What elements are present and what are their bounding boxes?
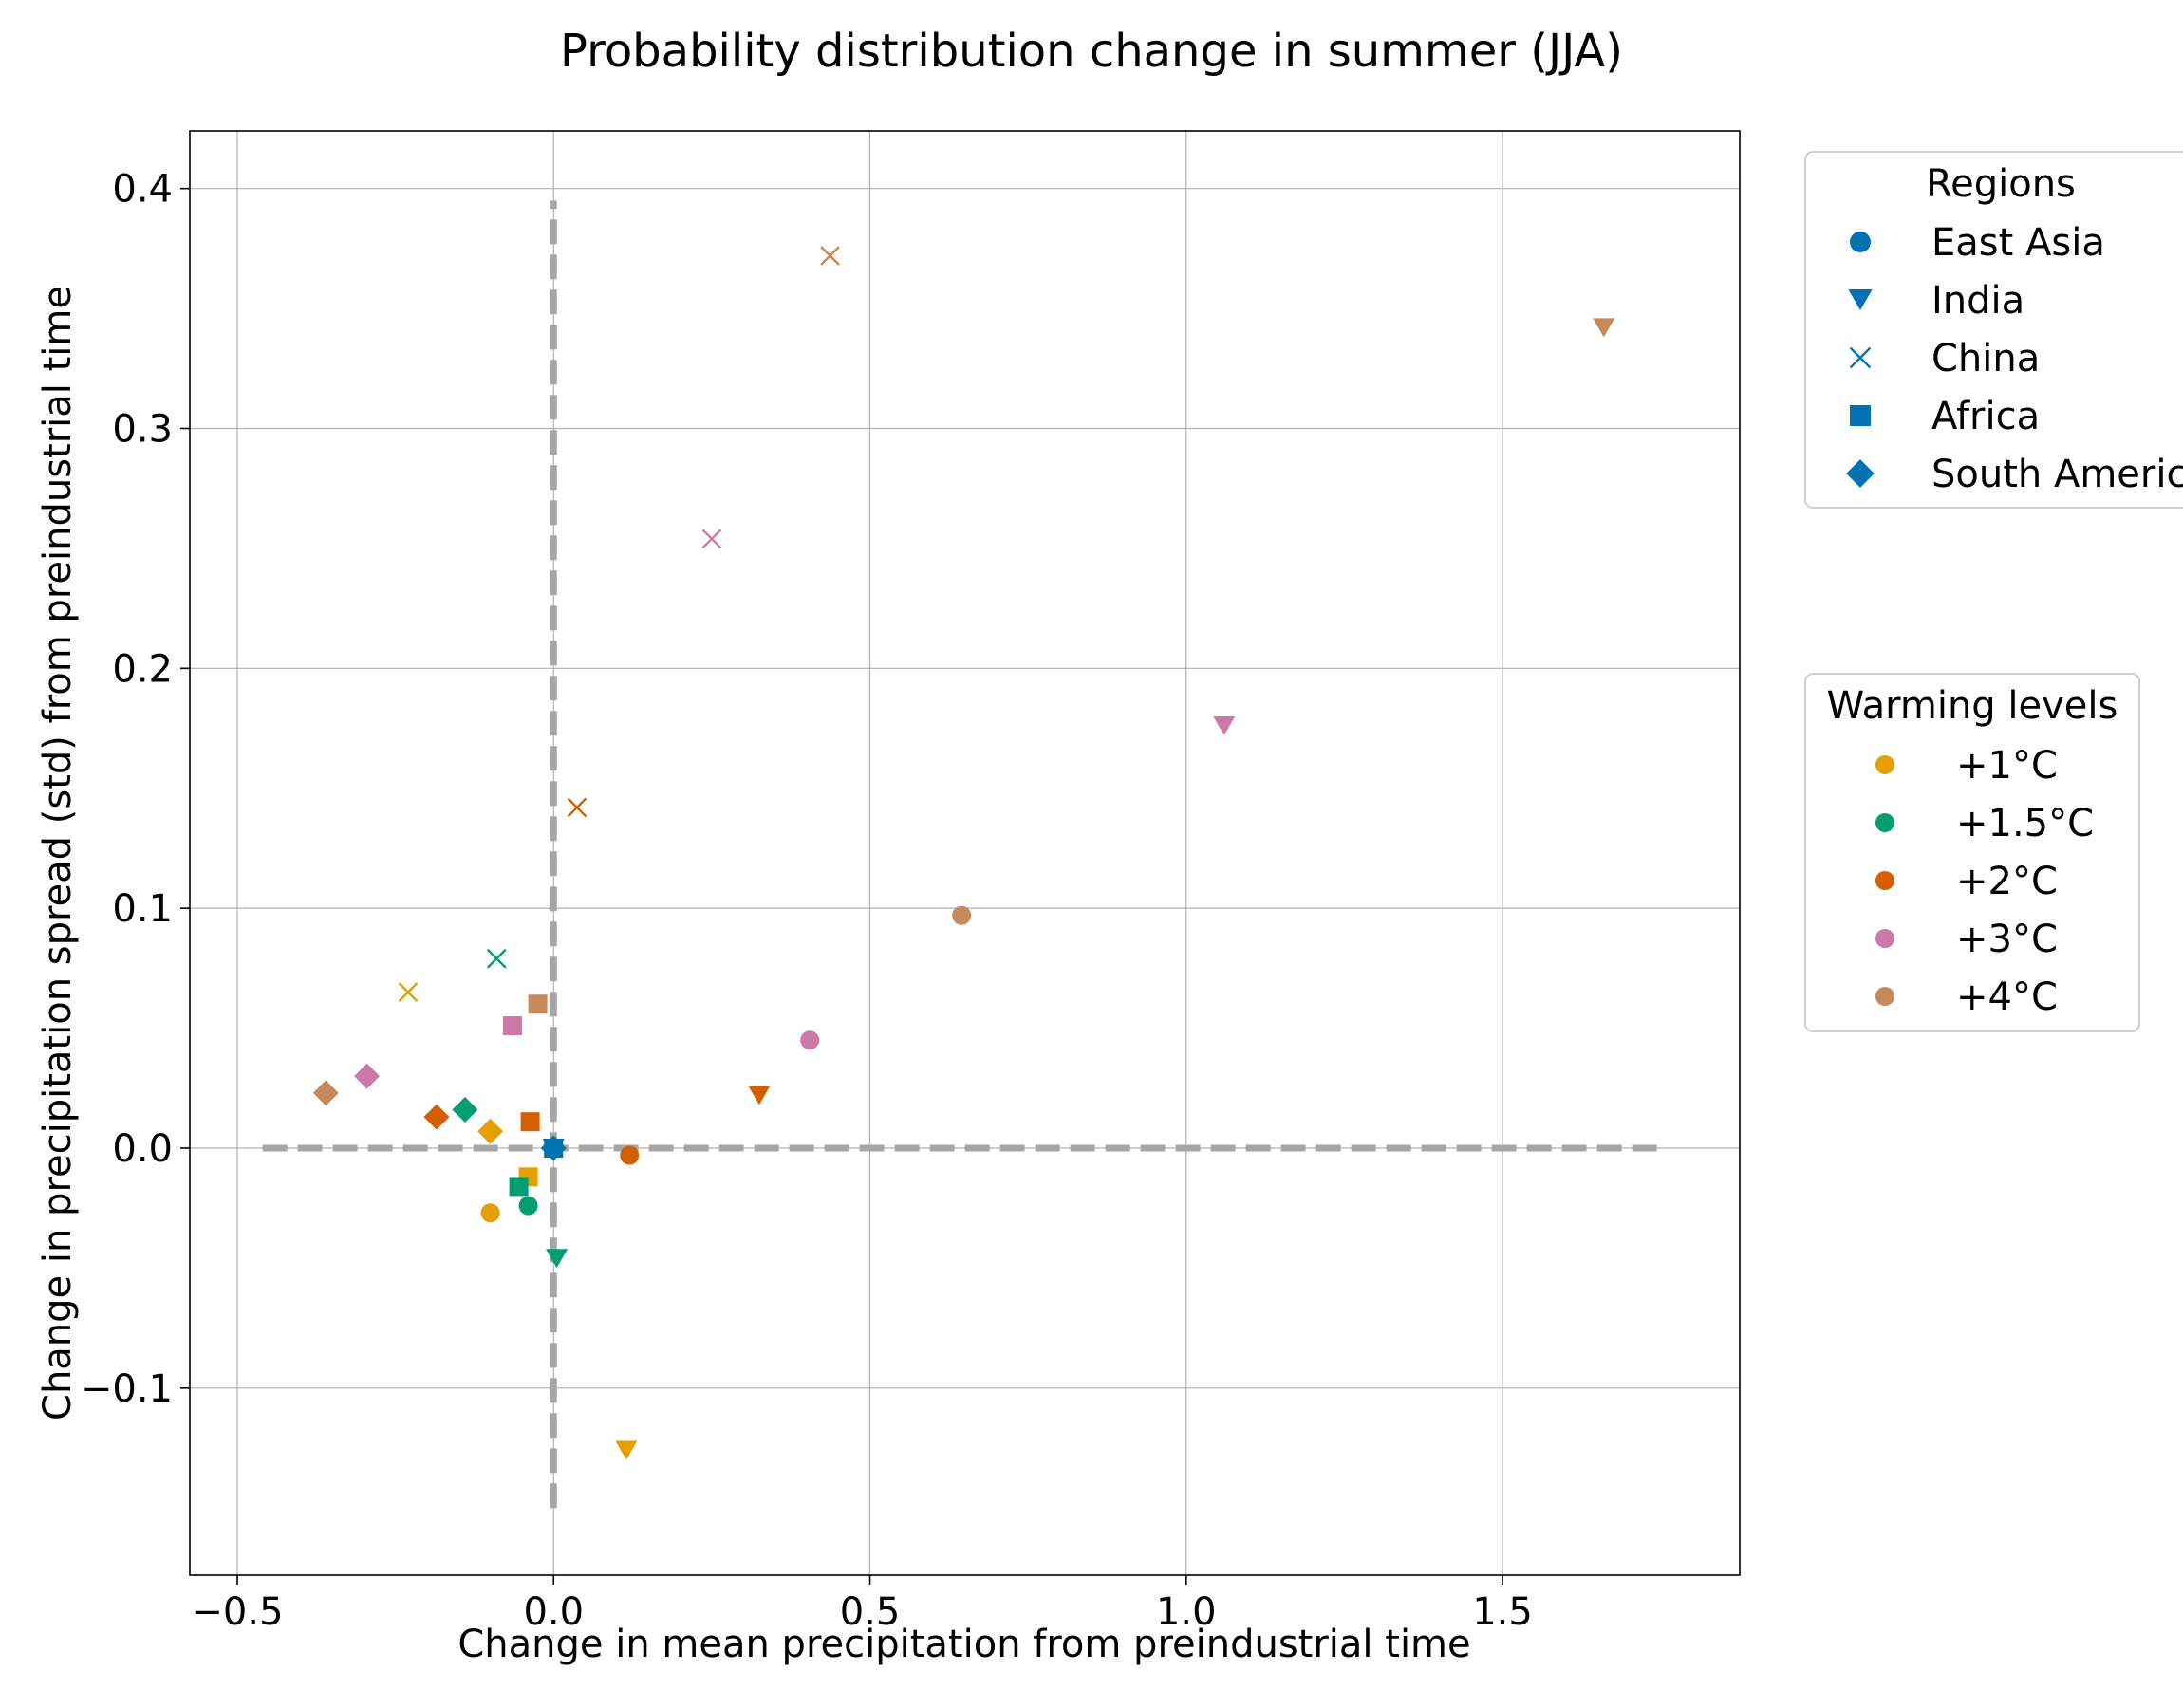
data-point-china [820,246,840,266]
x-tick-label: 0.0 [523,1590,584,1634]
data-point-south-america [423,1104,450,1130]
legend-marker-africa [1850,405,1871,426]
legend-marker-warming [1875,929,1894,948]
legend-regions-label: East Asia [1931,221,2105,265]
legend-warming-label: +2°C [1956,860,2058,903]
legend-warming-label: +4°C [1956,975,2058,1019]
legend-marker-east-asia [1850,232,1871,252]
data-point-africa [509,1177,529,1197]
reference-point-origin [540,1135,567,1161]
x-tick-label: 0.5 [840,1590,901,1634]
legend-regions-label: China [1931,337,2040,381]
x-tick-label: 1.0 [1156,1590,1217,1634]
data-point-india [546,1249,569,1269]
legend-warming-title: Warming levels [1827,684,2118,728]
data-point-south-america [312,1080,339,1106]
data-point-east-asia [952,905,972,925]
legend-regions-label: South America [1931,453,2183,496]
legend-marker-warming [1875,987,1894,1006]
data-point-east-asia [480,1203,500,1223]
reference-point-marker-x [543,1138,564,1159]
y-tick-label: 0.0 [112,1127,173,1171]
y-axis-ticks: −0.1 0.0 0.1 0.2 0.3 0.4 [81,168,190,1411]
data-point-south-america [452,1097,478,1123]
x-axis-ticks: −0.5 0.0 0.5 1.0 1.5 [191,1575,1533,1634]
data-point-china [567,797,588,818]
y-tick-label: 0.4 [112,168,173,212]
data-point-africa [502,1016,522,1036]
y-tick-label: 0.2 [112,647,173,691]
legend-regions-label: Africa [1931,395,2040,438]
plot-frame [189,130,1741,1576]
y-tick-label: −0.1 [81,1367,173,1411]
legend-marker-india [1848,289,1873,310]
data-point-africa [528,994,548,1014]
y-tick-label: 0.3 [112,408,173,452]
data-point-south-america [477,1118,504,1144]
data-point-china [486,948,507,969]
legend-marker-warming [1875,871,1894,890]
data-point-china [701,529,722,549]
x-axis-label: Change in mean precipitation from preind… [457,1623,1470,1666]
data-point-india [615,1440,638,1460]
legend-warming-label: +3°C [1956,918,2058,961]
data-point-east-asia [518,1196,538,1216]
data-points [312,246,1615,1460]
data-point-east-asia [620,1145,640,1165]
legend-warming-label: +1°C [1956,744,2058,788]
legend-regions-frame [1804,151,2183,509]
legend-marker-warming [1875,755,1894,774]
data-point-africa [520,1112,540,1132]
data-point-south-america [354,1063,381,1089]
legend-warming-levels: Warming levels +1°C +1.5°C +2°C +3°C +4°C [1804,673,2140,1032]
legend-regions-title: Regions [1926,162,2076,206]
legend-marker-warming [1875,813,1894,832]
data-point-india [1213,716,1236,736]
data-point-east-asia [800,1030,820,1050]
legend-marker-china [1849,346,1872,369]
y-tick-label: 0.1 [112,887,173,931]
chart-title: Probability distribution change in summe… [560,25,1623,78]
y-axis-label: Change in precipitation spread (std) fro… [36,286,80,1420]
reference-lines [262,200,1668,1509]
data-point-india [748,1086,771,1105]
legend-warming-label: +1.5°C [1956,802,2094,845]
legend-marker-south-america [1846,459,1875,488]
legend-regions: Regions East Asia India China Africa South A… [1804,151,2183,509]
x-tick-label: −0.5 [191,1590,283,1634]
x-tick-label: 1.5 [1472,1590,1533,1634]
legend-regions-label: India [1931,279,2024,323]
data-point-china [398,982,419,1002]
data-point-india [1593,318,1615,338]
